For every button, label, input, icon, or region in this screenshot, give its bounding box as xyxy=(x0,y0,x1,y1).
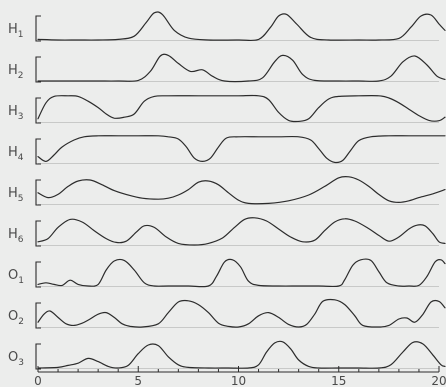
bracket-h6 xyxy=(35,220,41,247)
trace-label-o2: O2 xyxy=(8,309,24,327)
trace-line-h1 xyxy=(37,11,446,42)
bracket-h3 xyxy=(35,97,41,124)
trace-label-h5: H5 xyxy=(8,186,24,204)
bracket-h1 xyxy=(35,15,41,42)
bracket-o3 xyxy=(35,343,41,370)
trace-label-o1: O1 xyxy=(8,268,24,286)
trace-label-h6: H6 xyxy=(8,227,24,245)
trace-label-h4: H4 xyxy=(8,145,24,163)
x-tick-label: 0 xyxy=(34,374,42,387)
trace-line-o2 xyxy=(37,298,446,328)
trace-line-h5 xyxy=(37,175,446,205)
x-tick-label: 20 xyxy=(431,374,446,387)
trace-label-o3: O3 xyxy=(8,350,24,368)
bracket-h5 xyxy=(35,179,41,206)
trace-label-h2: H2 xyxy=(8,63,24,81)
x-tick-label: 10 xyxy=(231,374,246,387)
x-tick-label: 15 xyxy=(331,374,346,387)
trace-line-o3 xyxy=(37,340,446,369)
bracket-h2 xyxy=(35,56,41,83)
trace-line-h4 xyxy=(37,135,446,164)
trace-label-h1: H1 xyxy=(8,22,24,40)
trace-line-h3 xyxy=(37,94,446,123)
trace-line-h2 xyxy=(37,53,446,83)
trace-label-h3: H3 xyxy=(8,104,24,122)
x-axis: 0 5 10 15 20 xyxy=(34,366,446,387)
bracket-o2 xyxy=(35,302,41,329)
bracket-h4 xyxy=(35,138,41,165)
trace-line-o1 xyxy=(37,258,446,288)
trace-group: H1 H2 H3 H4 H5 H6 O1 O2 O3 xyxy=(8,11,446,370)
trace-line-h6 xyxy=(37,217,446,246)
bracket-o1 xyxy=(35,261,41,288)
x-tick-label: 5 xyxy=(134,374,142,387)
